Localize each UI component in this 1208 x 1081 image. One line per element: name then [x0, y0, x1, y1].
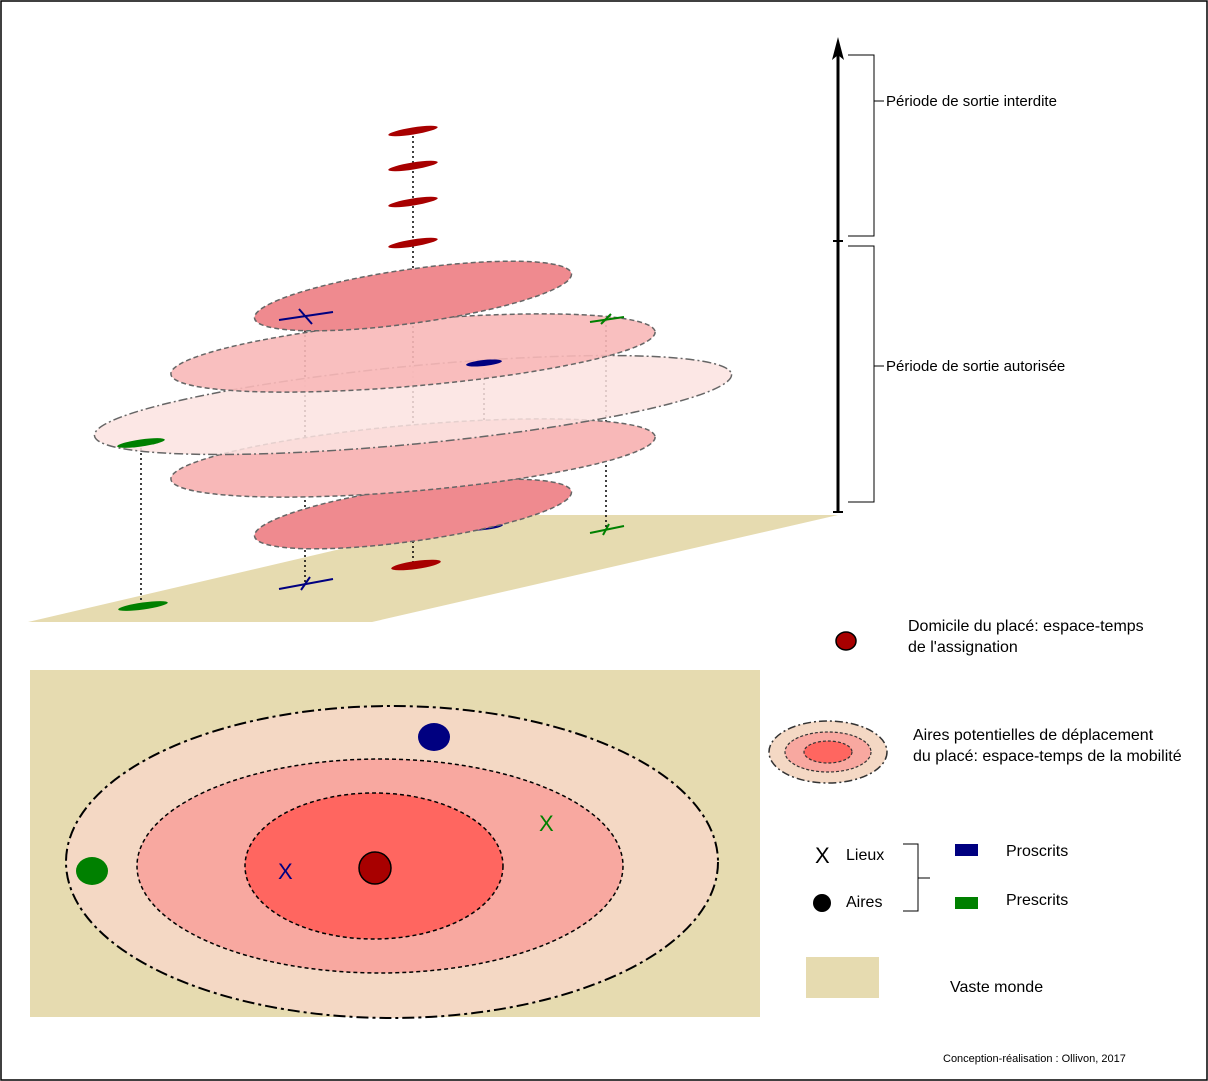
legend: Domicile du placé: espace-temps de l'ass… [768, 618, 1182, 998]
legend-areas-line1: Aires potentielles de déplacement [913, 727, 1154, 744]
layer-green-area-marker [117, 438, 165, 448]
credit-text: Conception-réalisation : Ollivon, 2017 [943, 1053, 1126, 1065]
ground-blue-x-marker [278, 576, 334, 591]
map-view: X X [30, 670, 760, 1019]
legend-lieux-label: Lieux [846, 847, 884, 864]
legend-domicile-line1: Domicile du placé: espace-temps [908, 618, 1144, 635]
legend-aires-label: Aires [846, 894, 882, 911]
ground-domicile-marker [391, 559, 441, 571]
allowed-period-label: Période de sortie autorisée [886, 358, 1065, 375]
domicile-disc [388, 237, 438, 249]
forbidden-bracket [848, 54, 875, 237]
layer-blue-area-marker [466, 359, 502, 367]
legend-areas-line2: du placé: espace-temps de la mobilité [913, 748, 1182, 765]
map-proscribed-area [418, 723, 450, 751]
legend-areas-icon [768, 720, 888, 784]
domicile-disc [388, 196, 438, 208]
layer-green-x-marker [589, 313, 625, 325]
legend-vaste-monde-label: Vaste monde [950, 979, 1043, 996]
perspective-schema [28, 125, 838, 622]
legend-proscrits-swatch [955, 844, 978, 856]
legend-aires-icon [813, 894, 831, 912]
map-proscribed-place: X [278, 859, 293, 884]
time-axis: Période de sortie interdite Période de s… [832, 37, 1065, 513]
legend-proscrits-label: Proscrits [1006, 843, 1068, 860]
domicile-disc [388, 125, 438, 137]
allowed-bracket [848, 245, 875, 503]
legend-domicile-icon [835, 631, 857, 651]
layer-blue-x-marker [278, 308, 334, 325]
legend-vaste-monde-swatch [806, 957, 879, 998]
legend-prescrits-swatch [955, 897, 978, 909]
legend-domicile-line2: de l'assignation [908, 639, 1018, 656]
time-axis-arrowhead [832, 37, 844, 60]
map-prescribed-place: X [539, 811, 554, 836]
ground-plane [28, 515, 838, 622]
map-prescribed-area [76, 857, 108, 885]
legend-prescrits-label: Prescrits [1006, 892, 1068, 909]
map-domicile [358, 851, 392, 885]
legend-brace [903, 843, 919, 912]
ground-green-area-marker [118, 601, 168, 611]
legend-lieux-icon: X [815, 843, 830, 868]
area-layers [93, 260, 733, 550]
forbidden-period-label: Période de sortie interdite [886, 93, 1057, 110]
domicile-disc [388, 160, 438, 172]
domicile-stack [388, 125, 438, 249]
layer-inner-high [253, 260, 573, 332]
ground-green-x-marker [589, 523, 625, 536]
